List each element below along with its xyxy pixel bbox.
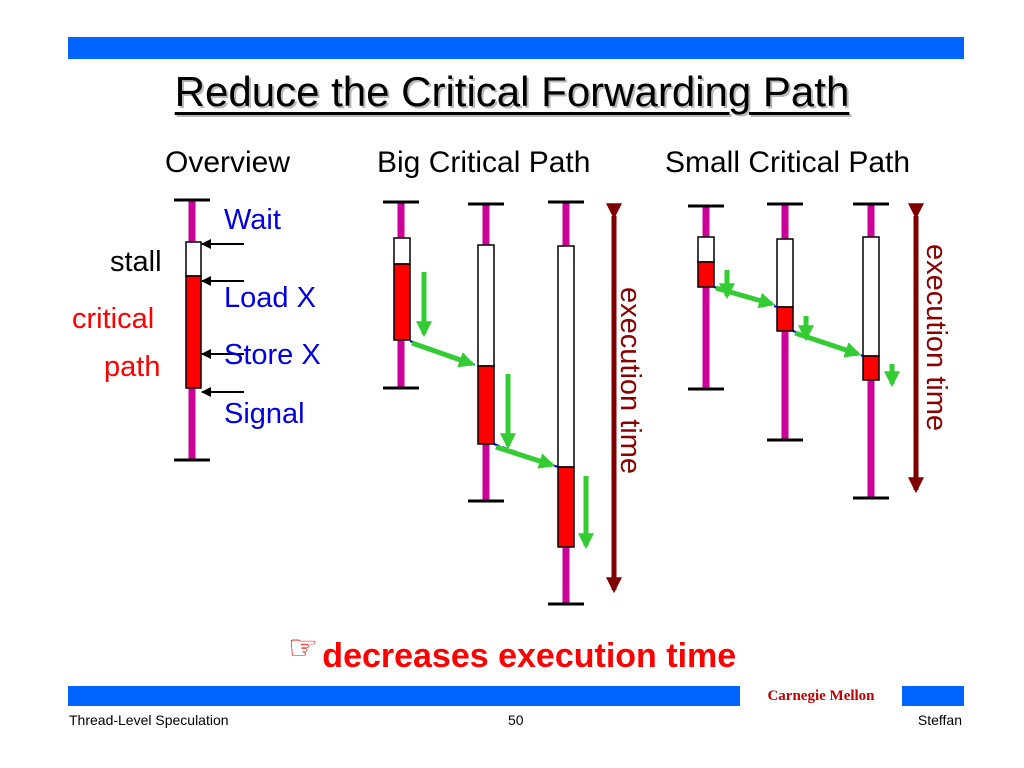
- stall-box: [185, 241, 202, 277]
- overview-thread: [174, 198, 244, 462]
- pointing-hand-icon: ☞: [287, 629, 319, 667]
- critical-label: critical: [72, 303, 155, 335]
- footer-right: Steffan: [917, 712, 962, 728]
- header-overview: Overview: [165, 146, 291, 179]
- small-execution-time-label: execution time: [920, 244, 952, 431]
- store-x-label: Store X: [224, 339, 321, 371]
- critical-path-box: [185, 275, 202, 389]
- load-x-label: Load X: [224, 282, 316, 314]
- footer-left: Thread-Level Speculation: [69, 712, 229, 728]
- stall-label: stall: [110, 246, 162, 278]
- carnegie-mellon-logo: Carnegie Mellon: [767, 688, 875, 704]
- signal-label: Signal: [224, 398, 305, 430]
- bottom-accent-bar-left: [68, 686, 740, 706]
- header-big-critical-path: Big Critical Path: [377, 146, 591, 179]
- wait-label: Wait: [224, 204, 281, 236]
- big-critical-path-diagram: [383, 200, 623, 606]
- small-critical-path-diagram: [688, 202, 925, 500]
- slide-title: Reduce the Critical Forwarding Path: [174, 68, 850, 115]
- path-label: path: [104, 351, 161, 383]
- conclusion-text: decreases execution time: [322, 637, 737, 675]
- bottom-accent-bar-right: [902, 686, 964, 706]
- header-small-critical-path: Small Critical Path: [665, 146, 911, 179]
- top-accent-bar: [68, 37, 964, 59]
- conclusion-line: ☞ decreases execution time: [0, 628, 1024, 676]
- big-execution-time-label: execution time: [614, 287, 646, 474]
- page-number: 50: [508, 712, 524, 728]
